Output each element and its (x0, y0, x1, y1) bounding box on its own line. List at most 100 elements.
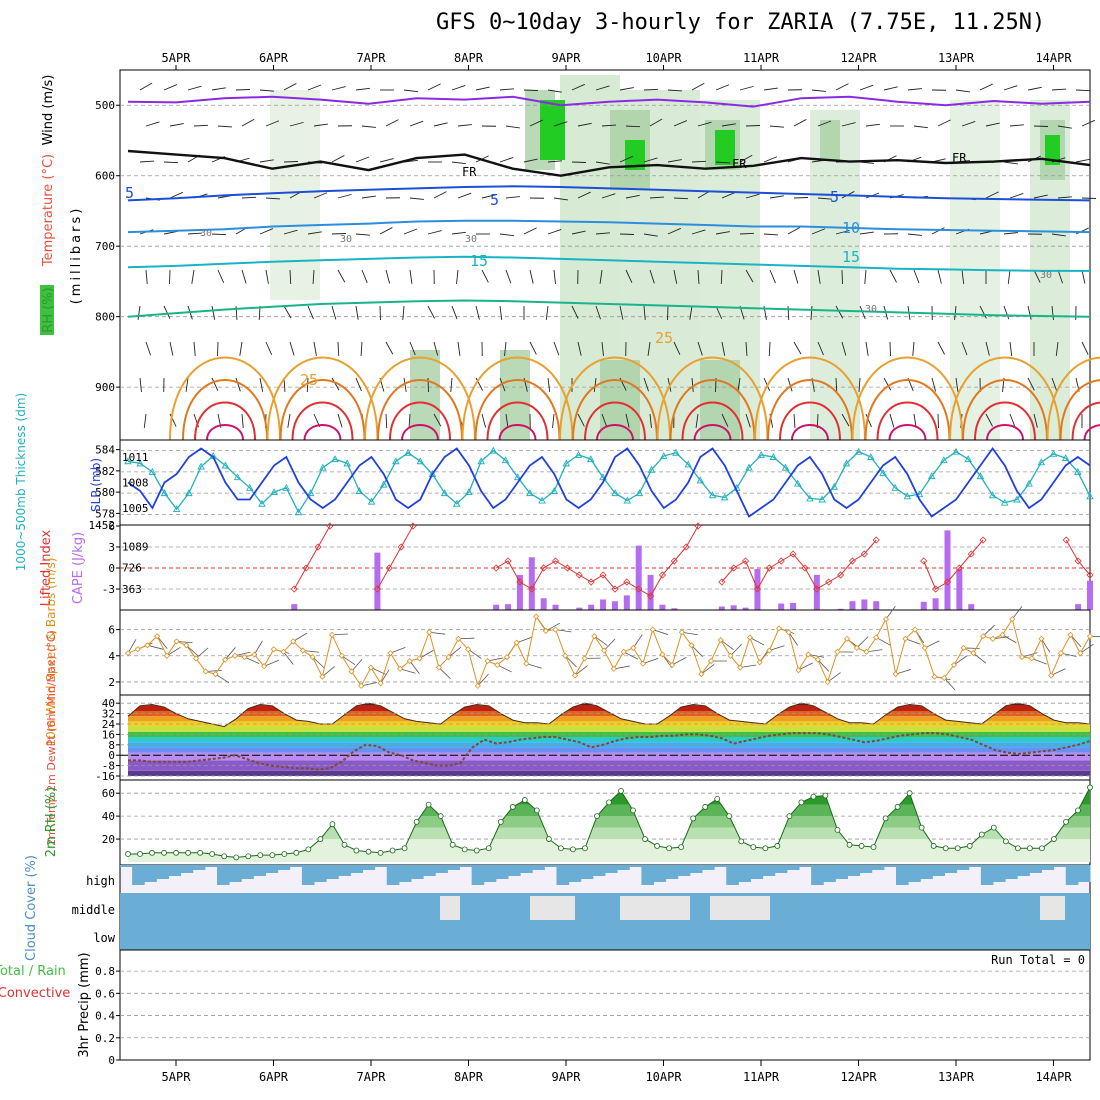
wind-barb (433, 413, 442, 427)
rh2m-marker (906, 790, 913, 797)
warm-isotherm (851, 356, 964, 441)
wind-barb (409, 269, 413, 284)
wind10m-marker (552, 626, 559, 633)
rh2m-marker (521, 797, 528, 803)
wind10m-marker (494, 661, 501, 668)
wind10m-barb (156, 635, 168, 649)
thickness-marker (574, 450, 583, 458)
wind-barb (865, 123, 880, 127)
wind10m-barb (186, 645, 199, 657)
wind-barb (883, 86, 898, 91)
wind-barb (402, 305, 405, 320)
wind-barb (715, 231, 730, 235)
wind-barb (937, 341, 945, 355)
wind10m-marker (805, 651, 812, 658)
rh2m-marker (990, 824, 997, 831)
wind-barb (912, 341, 915, 356)
rh-shade-dark (700, 360, 740, 440)
wind-barb (593, 377, 597, 392)
rh2m-marker (858, 843, 865, 849)
wind-barb (499, 157, 514, 163)
wind-barb (1009, 124, 1024, 127)
wind10m-marker (241, 654, 248, 661)
wind10m-barb (166, 646, 181, 657)
cape-bar (920, 601, 927, 610)
wind10m-marker (397, 665, 404, 672)
wind-barb (529, 119, 543, 127)
wind-barb (403, 89, 418, 93)
wind-barb (841, 122, 856, 127)
wind-barb (553, 121, 568, 127)
wind10m-marker (630, 644, 637, 651)
cape-bar (1087, 580, 1093, 610)
wind10m-marker (795, 667, 802, 674)
thickness-marker (550, 487, 558, 494)
wind-barb (409, 341, 416, 356)
cloud-high-bar (823, 865, 836, 882)
wind-barb (577, 341, 582, 356)
wind10m-marker (639, 660, 647, 667)
bottom-date-axis: 5APR 6APR 7APR 8APR 9APR 10APR 11APR 12APR 13APR… (162, 1060, 1072, 1084)
bottom-date-label: 10APR (645, 1070, 682, 1084)
wind-barb (451, 85, 466, 91)
wind-barb (883, 377, 892, 391)
cloud-high-bar (811, 865, 824, 885)
wind-barb (287, 413, 291, 428)
thickness-marker (477, 457, 485, 465)
wind10m-marker (163, 652, 170, 659)
wind-barb (139, 377, 142, 392)
cape-bar (611, 601, 618, 610)
wind10m-marker (348, 668, 355, 675)
rh2m-marker (678, 844, 685, 850)
wind-barb (361, 269, 368, 284)
thickness-marker (306, 489, 315, 497)
wind10m-marker (999, 631, 1006, 638)
wind-barb (331, 377, 340, 391)
li-marker (670, 557, 678, 565)
wind-barb (954, 305, 957, 320)
cloud-high-bar (762, 865, 776, 876)
li-marker (718, 578, 726, 586)
cloud-high-bar (301, 865, 315, 885)
wind10m-marker (873, 634, 880, 641)
thickness-marker (160, 489, 169, 497)
wind-barb (793, 341, 802, 355)
wind-barb (793, 269, 799, 284)
wind-barb (811, 89, 826, 92)
wind-barb (451, 161, 466, 165)
wind-barb (1007, 269, 1011, 284)
wind10m-barb (1031, 658, 1047, 665)
wind-barb (163, 84, 178, 91)
thickness-tick: 582 (95, 465, 115, 478)
cloud-high-bar (556, 865, 570, 885)
cloud-high-bar (374, 865, 388, 867)
thickness-marker (562, 459, 571, 467)
thickness-marker (806, 494, 814, 502)
temp2m-tick: -16 (95, 770, 115, 783)
wind-barb (715, 84, 730, 91)
wind-barb (523, 158, 538, 163)
wind10m-barb (215, 673, 230, 684)
cloud-high-bar (471, 865, 485, 885)
warm-isotherm (962, 379, 1048, 441)
rh2m-marker (942, 845, 949, 852)
wind10m-marker (1077, 650, 1084, 657)
bottom-date-label: 11APR (743, 1070, 780, 1084)
precip-tick: 0.4 (95, 1010, 115, 1023)
rh2m-marker (341, 841, 348, 848)
cloud-high-bar (641, 865, 654, 885)
li-marker (1086, 571, 1094, 579)
thickness-marker (696, 476, 705, 484)
li-marker (920, 557, 928, 565)
wind-barb (355, 87, 370, 91)
li-marker (409, 522, 417, 530)
wind10m-marker (455, 635, 462, 642)
wind-barb (599, 269, 603, 284)
warm-isotherm (291, 401, 354, 441)
wind-barb (403, 228, 418, 235)
wind-barb (985, 191, 999, 199)
cloud-high-bar (908, 865, 921, 882)
wind-barb (169, 191, 183, 199)
wind10m-marker (785, 629, 792, 636)
wind10m-barb (351, 659, 363, 672)
